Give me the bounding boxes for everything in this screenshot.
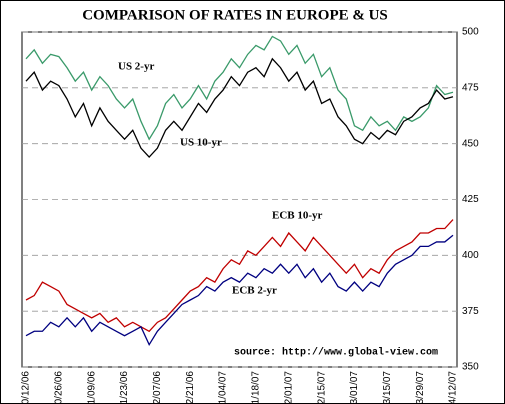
x-tick-label: 12/07/06 bbox=[152, 371, 163, 404]
series-line bbox=[25, 234, 454, 347]
x-tick-label: 11/23/06 bbox=[119, 371, 130, 404]
chart-title: COMPARISON OF RATES IN EUROPE & US bbox=[82, 7, 388, 23]
x-tick-label: 01/18/07 bbox=[251, 371, 262, 404]
y-tick-label: 375 bbox=[462, 306, 479, 317]
y-tick-label: 450 bbox=[462, 138, 479, 149]
source: source: http://www.global-view.com bbox=[234, 347, 438, 359]
x-tick-label: 04/12/07 bbox=[448, 371, 459, 404]
series-line bbox=[25, 57, 454, 159]
y-tick-label: 475 bbox=[462, 82, 479, 93]
y-tick-label: 350 bbox=[462, 362, 479, 373]
x-tick-label: 10/26/06 bbox=[53, 371, 64, 404]
x-tick-label: 12/21/06 bbox=[185, 371, 196, 404]
y-tick-label: 425 bbox=[462, 194, 479, 205]
x-tick-label: 03/29/07 bbox=[415, 371, 426, 404]
annotation: ECB 10-yr bbox=[272, 210, 323, 222]
x-tick-label: 02/01/07 bbox=[283, 371, 294, 404]
annotation: US 10-yr bbox=[180, 137, 222, 149]
series-line bbox=[25, 35, 454, 141]
x-tick-label: 01/04/07 bbox=[218, 371, 229, 404]
x-tick-label: 02/15/07 bbox=[316, 371, 327, 404]
x-tick-label: 03/01/07 bbox=[349, 371, 360, 404]
x-tick-label: 11/09/06 bbox=[86, 371, 97, 404]
series-line bbox=[25, 219, 454, 333]
y-tick-label: 500 bbox=[462, 27, 479, 38]
x-tick-label: 10/12/06 bbox=[21, 371, 32, 404]
annotation: US 2-yr bbox=[118, 61, 154, 73]
x-tick-label: 03/15/07 bbox=[382, 371, 393, 404]
y-tick-label: 400 bbox=[462, 250, 479, 261]
annotation: ECB 2-yr bbox=[232, 285, 277, 297]
